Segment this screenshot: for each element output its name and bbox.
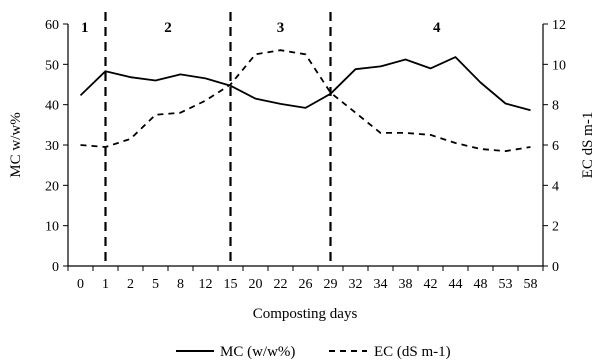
x-tick-label: 20 — [249, 277, 263, 292]
x-tick-label: 0 — [77, 277, 84, 292]
x-ticks: 0 1 2 5 8 12 15 20 22 26 29 32 34 38 42 44 48 53 58 — [67, 266, 544, 292]
y-tick-label: 60 — [45, 18, 59, 33]
x-tick-label: 38 — [399, 277, 413, 292]
legend-label-ec: EC (dS m-1) — [374, 344, 451, 360]
x-tick-label: 5 — [152, 277, 159, 292]
x-tick-label: 29 — [324, 277, 338, 292]
phase-label: 2 — [164, 20, 172, 36]
phase-labels: 1 2 3 4 — [81, 20, 441, 36]
left-y-ticks: 0 10 20 30 40 50 60 — [45, 18, 68, 275]
x-tick-label: 48 — [474, 277, 488, 292]
y-tick-label: 40 — [45, 99, 59, 114]
y-tick-label: 30 — [45, 139, 59, 154]
x-tick-label: 15 — [224, 277, 238, 292]
y2-axis-title: EC dS m-1 — [580, 112, 596, 179]
ec-series-line — [80, 49, 531, 153]
y2-tick-label: 2 — [552, 220, 559, 235]
y-tick-label: 10 — [45, 220, 59, 235]
legend-label-mc: MC (w/w%) — [220, 344, 295, 360]
x-tick-label: 2 — [127, 277, 134, 292]
right-y-ticks: 0 2 4 6 8 10 12 — [543, 18, 566, 275]
x-tick-label: 12 — [199, 277, 213, 292]
x-tick-label: 8 — [177, 277, 184, 292]
series-layer — [79, 49, 531, 153]
y2-tick-label: 8 — [552, 99, 559, 114]
y-axis-title: MC w/w% — [8, 112, 24, 177]
phase-boundaries — [104, 12, 332, 266]
x-tick-label: 42 — [424, 277, 438, 292]
x-axis-title: Composting days — [253, 306, 358, 322]
y-tick-label: 50 — [45, 58, 59, 73]
mc-series-line — [79, 56, 531, 112]
x-tick-label: 32 — [349, 277, 363, 292]
phase-label: 3 — [277, 20, 285, 36]
y2-tick-label: 10 — [552, 58, 566, 73]
x-tick-label: 34 — [374, 277, 388, 292]
x-tick-label: 26 — [299, 277, 313, 292]
y2-tick-label: 4 — [552, 179, 559, 194]
y2-tick-label: 6 — [552, 139, 559, 154]
y-tick-label: 20 — [45, 179, 59, 194]
phase-label: 1 — [81, 20, 89, 36]
x-tick-label: 1 — [102, 277, 109, 292]
y-tick-label: 0 — [52, 260, 59, 275]
x-tick-label: 22 — [274, 277, 288, 292]
y2-tick-label: 12 — [552, 18, 566, 33]
legend: MC (w/w%) EC (dS m-1) — [176, 344, 451, 360]
x-tick-label: 58 — [524, 277, 538, 292]
y2-tick-label: 0 — [552, 260, 559, 275]
plot-area — [67, 24, 544, 267]
x-tick-label: 53 — [499, 277, 513, 292]
phase-label: 4 — [433, 20, 441, 36]
x-tick-label: 44 — [449, 277, 463, 292]
